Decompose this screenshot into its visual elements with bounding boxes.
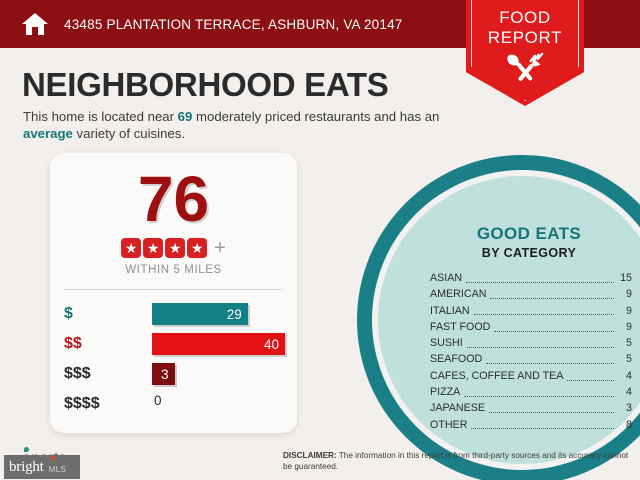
category-row: PIZZA 4	[430, 384, 632, 400]
price-tier-label: $$$$	[64, 395, 100, 412]
star-icon: ★	[187, 238, 208, 258]
category-count: 4	[626, 369, 632, 382]
logo-mls-text: MLS	[48, 464, 67, 474]
category-leader-dots	[473, 314, 614, 316]
category-row: ITALIAN 9	[430, 303, 632, 319]
subtitle-variety-level: average	[23, 126, 73, 141]
category-count: 9	[626, 304, 632, 317]
price-tier-row: $$$ 3	[64, 359, 285, 389]
category-leader-dots	[486, 363, 614, 365]
star-icon: ★	[165, 238, 186, 258]
price-tier-bar-track: 0	[152, 393, 285, 415]
category-row: FAST FOOD 9	[430, 319, 632, 335]
category-leader-dots	[464, 395, 614, 397]
badge-line-1: FOOD	[499, 8, 551, 27]
score-card: 76 ★ ★ ★ ★ + WITHIN 5 MILES $29 $$ 40 $$$ 3 $$$$ 0	[50, 153, 297, 433]
price-tier-row: $29	[64, 299, 285, 329]
spoon-fork-icon	[466, 52, 584, 86]
house-icon	[20, 10, 50, 38]
category-name: JAPANESE	[430, 402, 486, 415]
price-tier-row: $$ 40	[64, 329, 285, 359]
star-rating: ★ ★ ★ ★ +	[50, 238, 297, 258]
category-count: 4	[626, 386, 632, 399]
radius-label: WITHIN 5 MILES	[125, 264, 222, 276]
category-leader-dots	[466, 281, 614, 283]
good-eats-category-list: ASIAN 15 AMERICAN 9 ITALIAN 9 FAST FOOD 9 SUSHI 5…	[418, 270, 640, 433]
card-divider	[65, 289, 282, 290]
price-tier-label: $$	[64, 335, 82, 352]
category-name: ASIAN	[430, 272, 463, 284]
price-tier-label: $	[64, 305, 73, 322]
subtitle-text-3: variety of cuisines.	[72, 126, 185, 141]
category-count: 3	[626, 402, 632, 415]
category-leader-dots	[490, 298, 614, 300]
disclaimer-label: DISCLAIMER:	[283, 451, 337, 460]
category-name: SEAFOOD	[430, 353, 483, 366]
category-leader-dots	[471, 428, 614, 430]
category-leader-dots	[567, 379, 614, 381]
logo-wordmark: bright	[9, 458, 44, 475]
logo-tick-icon	[51, 456, 55, 460]
page-title: NEIGHBORHOOD EATS	[22, 66, 389, 103]
category-row: SUSHI 5	[430, 335, 632, 351]
subtitle-text-1: This home is located near	[23, 109, 178, 124]
category-name: FAST FOOD	[430, 320, 491, 333]
category-count: 5	[626, 337, 632, 350]
category-count: 8	[626, 418, 632, 431]
category-row: JAPANESE 3	[430, 400, 632, 416]
property-address: 43485 PLANTATION TERRACE, ASHBURN, VA 20…	[64, 16, 403, 32]
category-name: ITALIAN	[430, 304, 470, 317]
category-count: 5	[626, 353, 632, 366]
category-row: CAFES, COFFEE AND TEA 4	[430, 368, 632, 384]
category-leader-dots	[466, 346, 614, 348]
star-plus-icon: +	[214, 237, 226, 259]
category-row: OTHER 8	[430, 417, 632, 433]
leaf-icon	[24, 447, 29, 452]
price-tier-bar: 40	[152, 333, 285, 355]
price-tier-bar-track: 40	[152, 333, 285, 355]
price-tier-label: $$$	[64, 365, 91, 382]
category-leader-dots	[494, 330, 614, 332]
badge-text: FOOD REPORT	[466, 8, 584, 48]
category-name: CAFES, COFFEE AND TEA	[430, 369, 564, 382]
bright-mls-logo: bright MLS	[4, 455, 80, 479]
price-tier-bar-track: 3	[152, 363, 285, 385]
category-name: OTHER	[430, 418, 468, 431]
star-icon: ★	[143, 238, 164, 258]
category-name: PIZZA	[430, 386, 461, 399]
category-name: SUSHI	[430, 337, 463, 350]
price-tier-row: $$$$ 0	[64, 389, 285, 419]
good-eats-subtitle: BY CATEGORY	[481, 246, 577, 260]
badge-border	[471, 0, 579, 101]
page-subtitle: This home is located near 69 moderately …	[23, 108, 443, 142]
price-tier-chart: $29 $$ 40 $$$ 3 $$$$ 0	[50, 299, 297, 419]
price-tier-bar: 3	[152, 363, 175, 385]
food-report-badge: FOOD REPORT	[466, 0, 584, 106]
category-row: AMERICAN 9	[430, 286, 632, 302]
price-tier-bar-track: 29	[152, 303, 285, 325]
score-value: 76	[137, 163, 210, 235]
disclaimer: DISCLAIMER: The information in this repo…	[283, 451, 635, 472]
star-icon: ★	[121, 238, 142, 258]
good-eats-circle-inner	[378, 176, 640, 464]
category-row: SEAFOOD 5	[430, 351, 632, 367]
category-name: AMERICAN	[430, 288, 487, 301]
price-tier-value: 0	[154, 393, 162, 408]
badge-line-2: REPORT	[487, 28, 563, 47]
subtitle-text-2: moderately priced restaurants and has an	[192, 109, 440, 124]
good-eats-panel: GOOD EATS BY CATEGORY ASIAN 15 AMERICAN 9 IT…	[418, 224, 640, 433]
category-count: 15	[620, 272, 632, 284]
disclaimer-text: The information in this report is from t…	[283, 451, 629, 471]
category-leader-dots	[489, 412, 614, 414]
category-row: ASIAN 15	[430, 270, 632, 286]
category-count: 9	[626, 288, 632, 301]
good-eats-title: GOOD EATS	[476, 224, 582, 243]
subtitle-restaurant-count: 69	[177, 109, 193, 124]
category-count: 9	[626, 320, 632, 333]
price-tier-bar: 29	[152, 303, 248, 325]
